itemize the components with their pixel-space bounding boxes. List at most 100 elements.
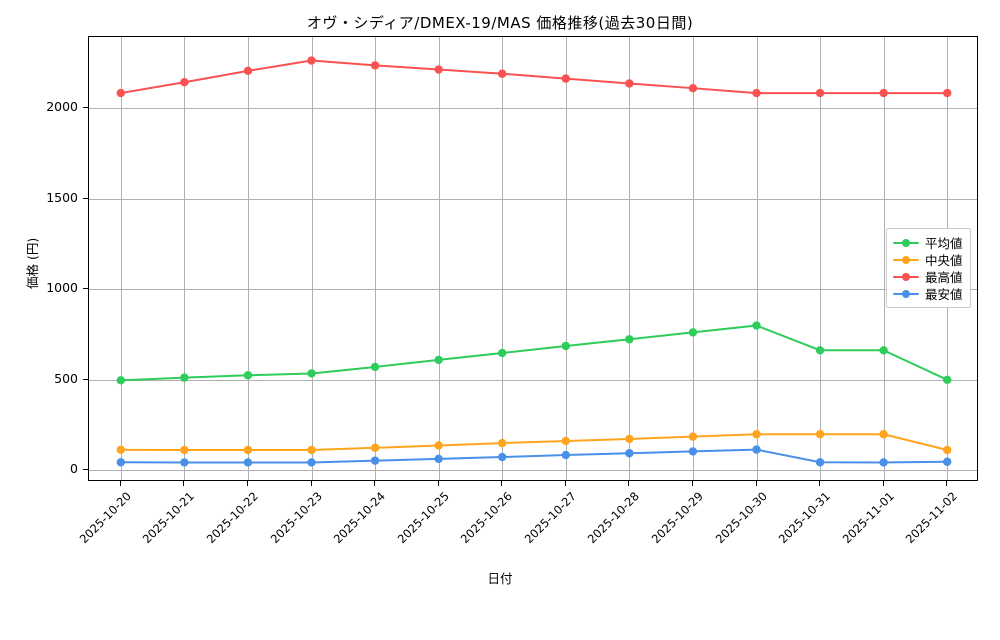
x-axis-tick-label: 2025-11-02 (902, 489, 961, 547)
legend-item[interactable]: 最高値 (893, 268, 963, 285)
data-point (625, 434, 634, 444)
legend-label: 中央値 (925, 253, 963, 268)
data-point (180, 458, 189, 467)
gridline-horizontal (89, 379, 977, 381)
data-point (625, 79, 634, 88)
data-point (180, 445, 189, 455)
data-point (370, 456, 380, 465)
data-point (116, 88, 125, 98)
gridline-horizontal (89, 198, 977, 200)
y-axis-tick-label: 500 (54, 370, 78, 386)
x-axis-tick-mark (501, 481, 503, 486)
data-point (370, 362, 380, 372)
data-point (625, 449, 634, 458)
x-axis-tick-mark (246, 481, 248, 486)
legend-swatch-icon (893, 271, 919, 283)
gridline-vertical (629, 37, 631, 480)
gridline-horizontal (89, 108, 977, 110)
legend-item[interactable]: 平均値 (893, 234, 963, 251)
data-point (116, 376, 125, 385)
data-point (498, 438, 507, 448)
chart-title: オヴ・シディア/DMEX-19/MAS 価格推移(過去30日間) (306, 14, 694, 32)
data-point (815, 458, 825, 467)
x-axis-tick-mark (691, 481, 693, 486)
x-axis-tick-mark (374, 481, 376, 486)
gridline-vertical (692, 37, 694, 480)
legend-swatch-icon (893, 288, 919, 300)
y-axis-tick-mark (83, 378, 88, 380)
x-axis-tick-mark (564, 481, 566, 486)
data-point (688, 328, 698, 337)
data-point (370, 61, 380, 70)
gridline-vertical (375, 37, 377, 480)
legend: 平均値中央値最高値最安値 (886, 228, 971, 308)
x-axis-tick-mark (755, 481, 757, 486)
data-point (307, 56, 316, 65)
y-axis-tick-mark (83, 469, 88, 471)
data-point (943, 457, 952, 466)
series-line (119, 59, 949, 95)
data-point (498, 69, 507, 78)
legend-item[interactable]: 中央値 (893, 251, 963, 268)
data-point (180, 373, 189, 382)
data-point (879, 88, 888, 98)
data-point (498, 348, 507, 358)
data-point (752, 321, 761, 330)
gridline-vertical (184, 37, 186, 480)
x-axis-tick-mark (437, 481, 439, 486)
x-axis-tick-mark (119, 481, 121, 486)
data-point (943, 445, 952, 455)
y-axis-tick-label: 1000 (46, 280, 78, 296)
data-point (879, 346, 888, 355)
x-axis-tick-mark (628, 481, 630, 486)
data-point (243, 445, 253, 455)
legend-swatch-icon (893, 237, 919, 249)
y-axis-label: 価格 (円) (25, 237, 40, 289)
data-point (498, 452, 507, 462)
x-axis-tick-mark (819, 481, 821, 486)
data-point (879, 458, 888, 467)
plot-area (88, 36, 978, 481)
data-point (561, 341, 570, 351)
series-line (119, 448, 949, 464)
data-point (752, 88, 761, 98)
data-point (434, 65, 443, 74)
data-point (307, 445, 316, 455)
gridline-horizontal (89, 289, 977, 291)
data-point (625, 335, 634, 344)
gridline-vertical (311, 37, 313, 480)
data-point (752, 445, 761, 454)
y-axis-tick-mark (83, 197, 88, 199)
data-point (879, 430, 888, 439)
legend-label: 最安値 (925, 287, 963, 302)
x-axis-label: 日付 (487, 571, 513, 586)
data-point (307, 458, 316, 467)
x-axis-tick-mark (882, 481, 884, 486)
series-layer (116, 56, 952, 467)
data-point (688, 83, 698, 93)
x-axis-tick-mark (310, 481, 312, 486)
legend-label: 最高値 (925, 270, 963, 285)
data-point (243, 458, 253, 467)
data-point (561, 450, 570, 460)
data-point (434, 454, 443, 464)
data-point (243, 371, 253, 380)
legend-item[interactable]: 最安値 (893, 285, 963, 302)
y-axis-tick-label: 1500 (46, 189, 78, 205)
data-point (815, 346, 825, 355)
data-point (688, 447, 698, 456)
data-point (434, 441, 443, 450)
y-axis-tick-label: 0 (70, 461, 78, 477)
data-point (752, 430, 761, 439)
y-axis-tick-label: 2000 (46, 99, 78, 115)
x-axis-tick-mark (946, 481, 948, 486)
y-axis-tick-mark (83, 288, 88, 290)
series-line (119, 433, 949, 451)
data-point (307, 369, 316, 378)
data-point (434, 355, 443, 365)
chart-root: オヴ・シディア/DMEX-19/MAS 価格推移(過去30日間) 価格 (円) … (25, 14, 978, 586)
gridline-vertical (883, 37, 885, 480)
data-point (561, 436, 570, 446)
gridline-horizontal (89, 470, 977, 472)
y-axis-tick-mark (83, 107, 88, 109)
